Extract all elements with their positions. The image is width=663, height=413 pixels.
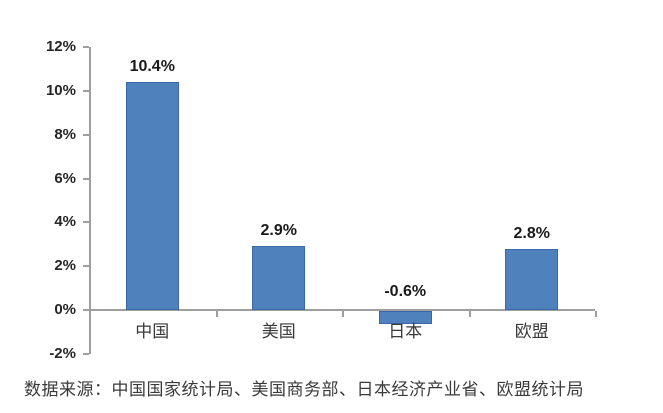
y-axis-tick [83, 177, 89, 180]
y-axis-tick-label: 4% [54, 213, 76, 231]
bar-中国 [125, 82, 179, 310]
y-axis-tick [83, 265, 89, 268]
y-axis-line [89, 47, 91, 354]
value-label-中国: 10.4% [129, 58, 175, 76]
y-axis-tick-label: 12% [45, 38, 76, 56]
value-label-欧盟: 2.8% [513, 224, 550, 242]
value-label-日本: -0.6% [384, 283, 427, 300]
y-axis-tick [83, 90, 89, 92]
bar-美国 [252, 246, 306, 310]
y-axis-tick-label: 8% [54, 125, 76, 143]
category-label-中国: 中国 [135, 322, 170, 341]
source-note: 数据来源：中国国家统计局、美国商务部、日本经济产业省、欧盟统计局 [24, 380, 584, 399]
y-axis-tick-label: 0% [54, 301, 76, 318]
bar-chart: 12% 10% 8% 6% 4% 2% 0% -2% 10.4% 中国 2.9% 美国 -0.6% 日本 2… [45, 38, 597, 362]
x-axis-tick [595, 311, 597, 317]
y-axis-tick-label: 10% [45, 82, 76, 99]
x-axis-line [89, 309, 595, 311]
category-label-美国: 美国 [261, 322, 296, 341]
x-axis-tick [89, 311, 91, 317]
y-axis-tick [83, 221, 89, 224]
y-axis-tick [83, 309, 89, 311]
x-axis-tick [468, 311, 471, 317]
y-axis-tick-label: 2% [54, 257, 76, 275]
y-axis-tick [83, 46, 89, 49]
y-axis-tick [83, 133, 89, 136]
bar-欧盟 [505, 248, 559, 310]
x-axis-tick [215, 311, 218, 317]
y-axis-tick [83, 352, 89, 355]
bar-日本 [378, 311, 432, 325]
category-label-欧盟: 欧盟 [514, 322, 549, 341]
category-label-日本: 日本 [388, 322, 423, 341]
y-axis-tick-label: -2% [49, 344, 76, 362]
x-axis-tick [342, 311, 344, 317]
value-label-美国: 2.9% [260, 222, 297, 240]
y-axis-tick-label: 6% [54, 169, 76, 187]
